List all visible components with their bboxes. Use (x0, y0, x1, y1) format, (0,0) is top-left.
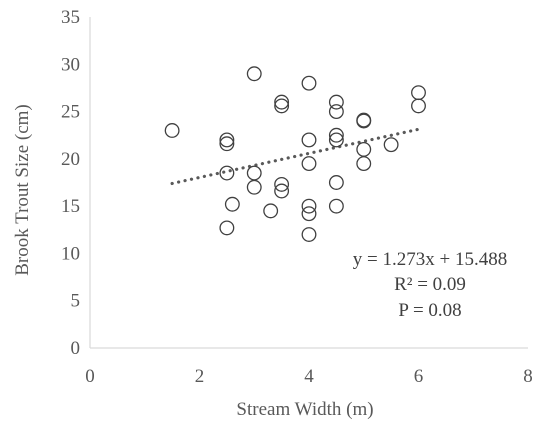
data-point (219, 132, 235, 148)
trendline (170, 127, 421, 186)
y-tick-label: 5 (71, 291, 81, 312)
data-point (224, 196, 240, 212)
data-point (301, 206, 317, 222)
data-point (328, 175, 344, 190)
y-tick-label: 0 (71, 338, 81, 359)
y-axis-label: Brook Trout Size (cm) (12, 104, 33, 276)
data-point (274, 98, 290, 114)
data-point (219, 220, 235, 236)
x-tick-label: 4 (304, 366, 314, 387)
data-point (301, 132, 317, 148)
data-point (356, 156, 372, 172)
data-point (383, 137, 399, 153)
data-point (246, 179, 262, 195)
data-points (164, 66, 426, 242)
data-point (274, 176, 290, 192)
data-point (328, 132, 344, 148)
data-point (274, 183, 290, 199)
x-tick-label: 6 (414, 366, 424, 387)
data-point (301, 198, 317, 214)
data-point (411, 98, 426, 114)
p-value-label: P = 0.08 (398, 300, 461, 321)
data-point (263, 203, 279, 219)
axes (89, 17, 528, 349)
data-point (328, 104, 344, 120)
x-axis-label: Stream Width (m) (236, 399, 373, 420)
data-point (219, 136, 235, 152)
y-tick-label: 10 (61, 243, 80, 264)
y-tick-label: 25 (61, 102, 80, 123)
data-point (356, 141, 372, 157)
data-point (301, 75, 317, 91)
data-point (328, 198, 344, 214)
y-tick-label: 35 (61, 7, 80, 28)
x-tick-label: 8 (523, 366, 533, 387)
data-point (274, 94, 290, 110)
x-tick-labels: 0 2 4 6 8 (85, 366, 533, 387)
data-point (356, 112, 372, 128)
x-tick-label: 0 (85, 366, 95, 387)
trendline-group (170, 127, 421, 186)
trendline-equation: y = 1.273x + 15.488 (353, 249, 507, 270)
data-point (411, 85, 426, 101)
x-tick-label: 2 (195, 366, 205, 387)
data-point (246, 165, 262, 181)
y-tick-label: 30 (61, 54, 80, 75)
data-point (246, 66, 262, 82)
y-tick-label: 15 (61, 196, 80, 217)
data-point (328, 94, 344, 110)
y-tick-label: 20 (61, 149, 80, 170)
data-point (219, 165, 235, 181)
data-point (301, 227, 317, 242)
data-point (301, 156, 317, 172)
y-tick-labels: 0 5 10 15 20 25 30 35 (61, 7, 80, 359)
data-point (328, 127, 344, 143)
r-squared-label: R² = 0.09 (394, 274, 466, 295)
data-point (164, 123, 180, 138)
